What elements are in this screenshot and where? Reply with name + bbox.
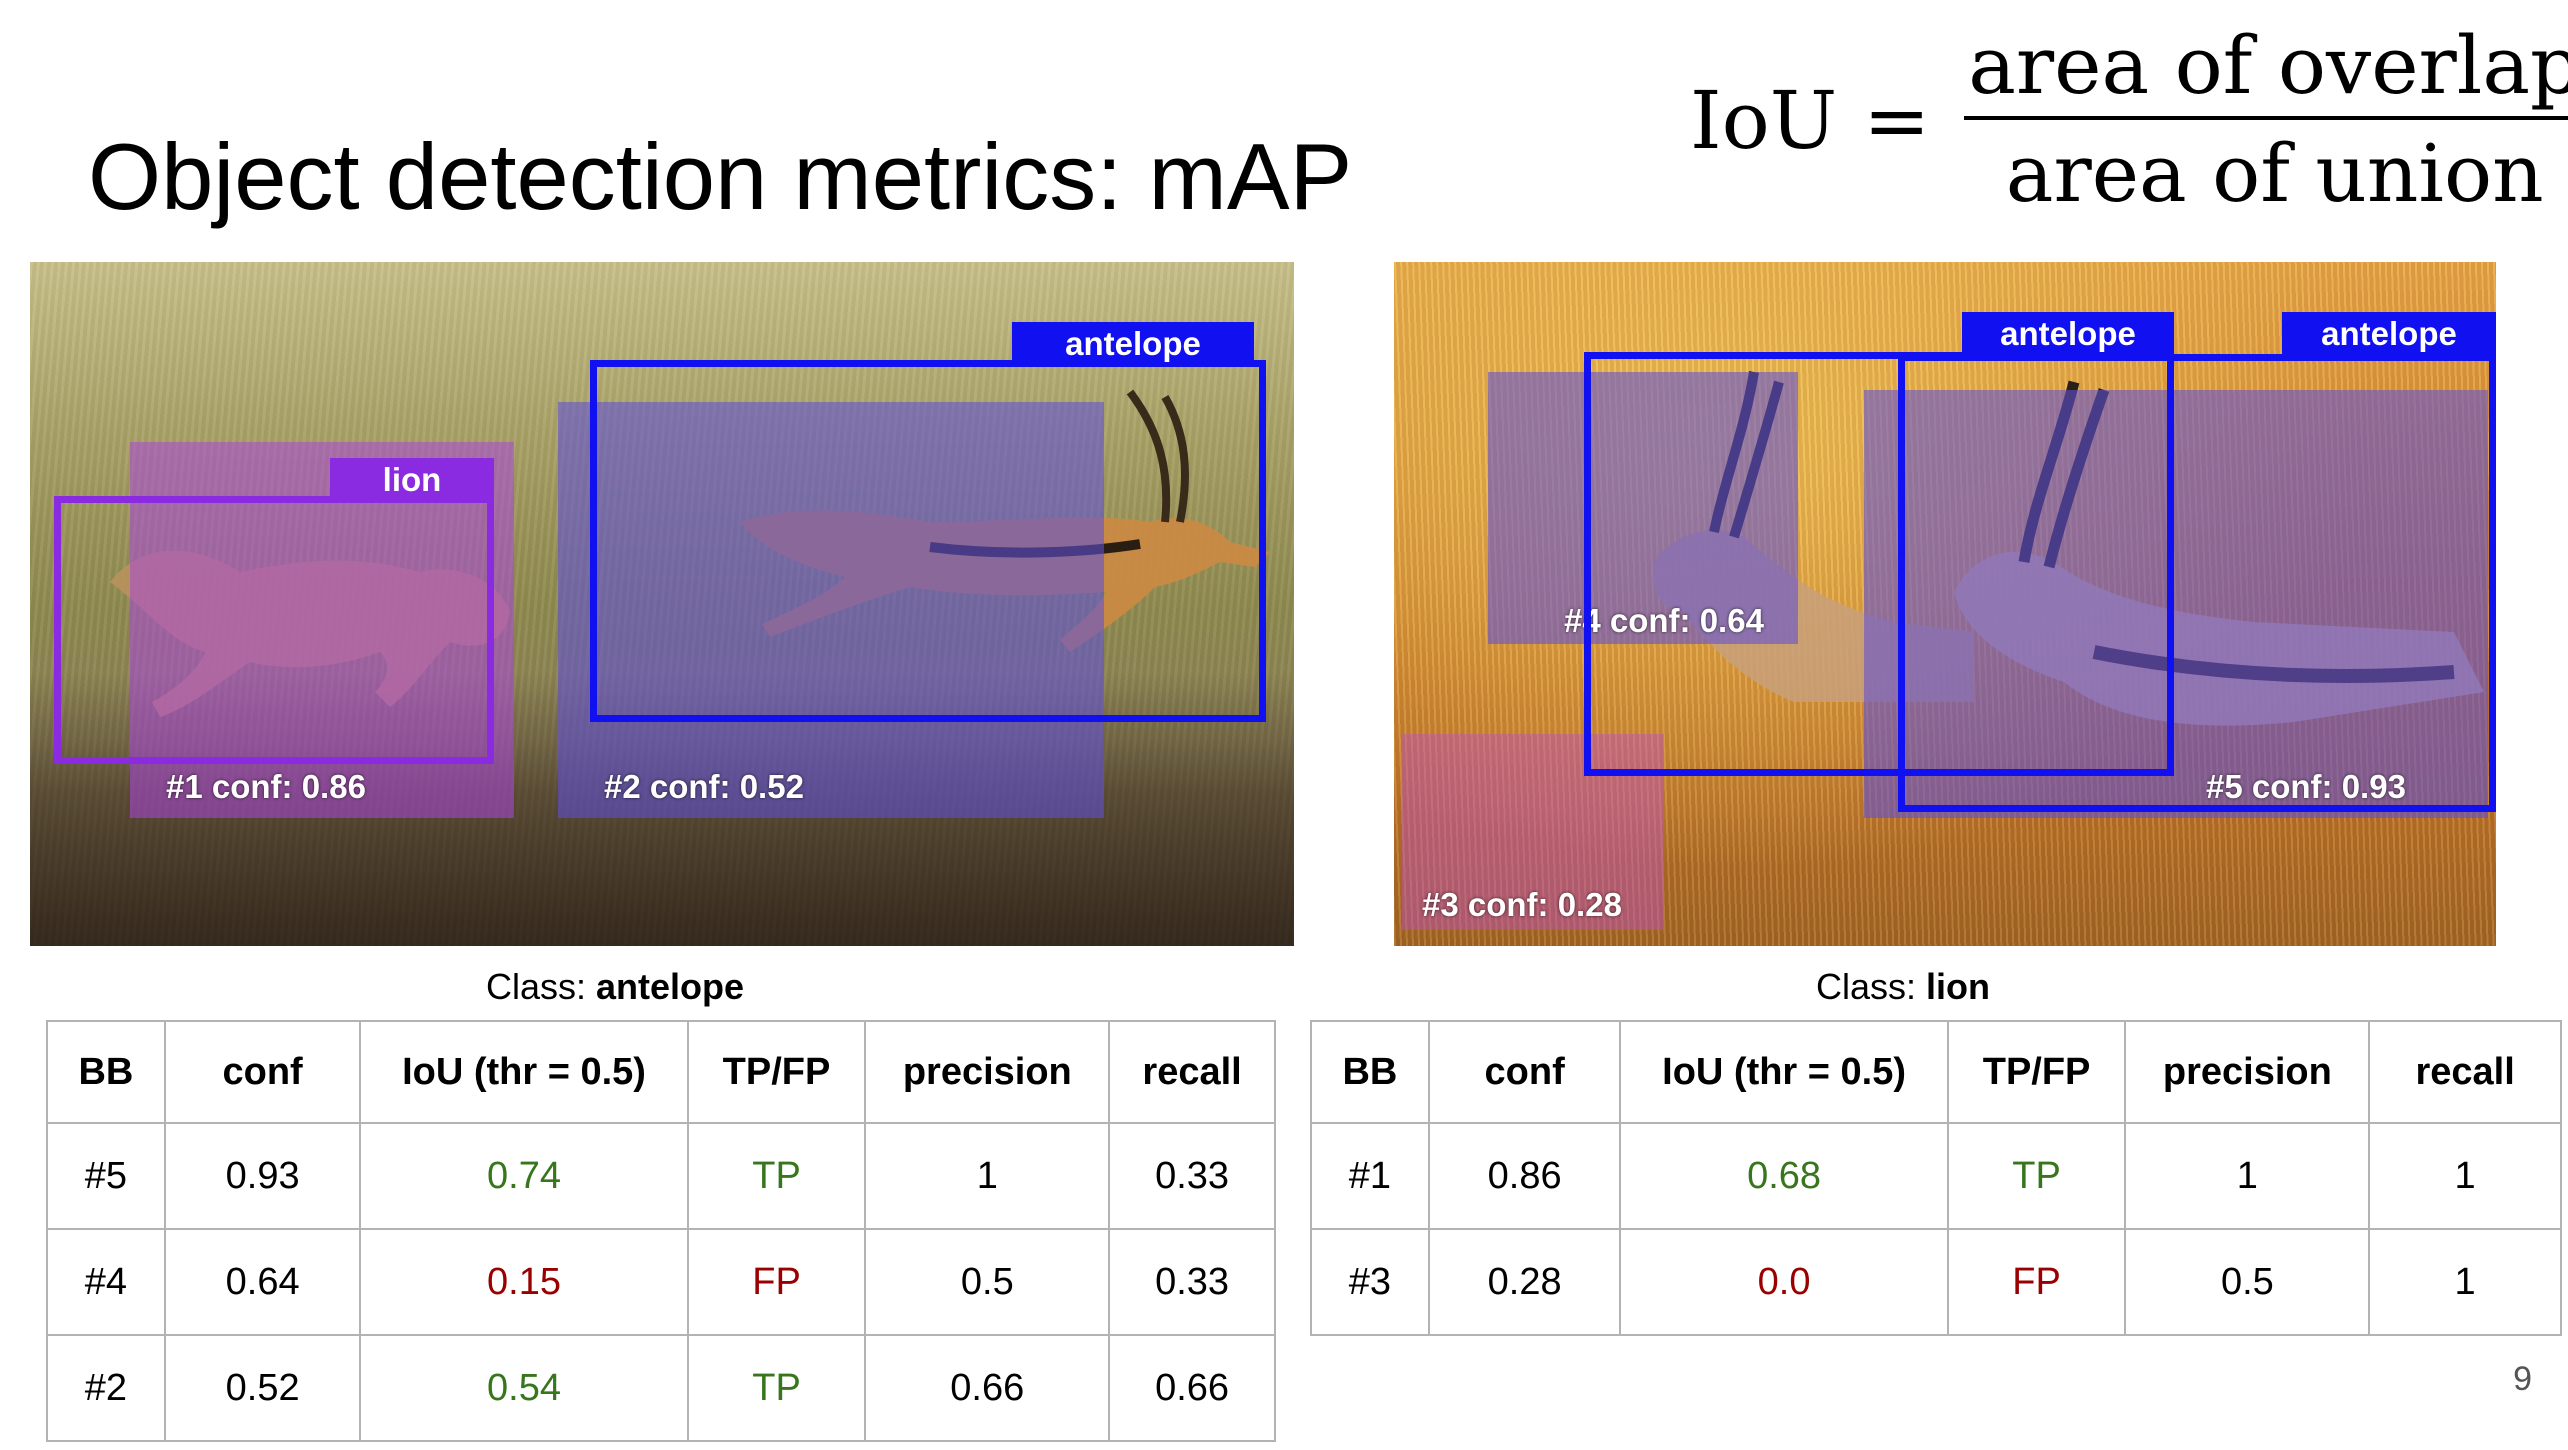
cell-tpfp: FP — [686, 1228, 867, 1336]
cell-precision: 0.5 — [864, 1228, 1111, 1336]
cell-precision: 0.5 — [2124, 1228, 2371, 1336]
cell-recall: 1 — [2368, 1228, 2562, 1336]
table-row: #4 0.64 0.15 FP 0.5 0.33 — [46, 1228, 1276, 1336]
formula-equals: = — [1863, 73, 1931, 167]
cell-precision: 1 — [864, 1122, 1111, 1230]
prediction-label-5: #5 conf: 0.93 — [2206, 768, 2406, 805]
caption-class: lion — [1926, 966, 1991, 1007]
caption-prefix: Class: — [486, 966, 597, 1007]
cell-precision: 1 — [2124, 1122, 2371, 1230]
ground-truth-tag-antelope-1: antelope — [1962, 312, 2174, 356]
header-conf: conf — [163, 1020, 362, 1124]
prediction-label-1: #1 conf: 0.86 — [166, 768, 366, 805]
cell-iou: 0.68 — [1619, 1122, 1949, 1230]
header-precision: precision — [2124, 1020, 2371, 1124]
prediction-label-4: #4 conf: 0.64 — [1564, 602, 1764, 639]
header-conf: conf — [1427, 1020, 1622, 1124]
cell-recall: 1 — [2368, 1122, 2562, 1230]
cell-tpfp: TP — [686, 1122, 867, 1230]
caption-prefix: Class: — [1816, 966, 1927, 1007]
caption-class: antelope — [596, 966, 745, 1007]
formula-numerator: area of overlap — [1964, 26, 2568, 120]
header-precision: precision — [864, 1020, 1111, 1124]
header-iou: IoU (thr = 0.5) — [359, 1020, 689, 1124]
formula-fraction: area of overlap area of union — [1964, 26, 2568, 214]
cell-bb: #1 — [1310, 1122, 1430, 1230]
ground-truth-box-antelope-2 — [1898, 354, 2496, 812]
table-row: #5 0.93 0.74 TP 1 0.33 — [46, 1122, 1276, 1230]
cell-conf: 0.64 — [163, 1228, 362, 1336]
header-tpfp: TP/FP — [686, 1020, 867, 1124]
iou-formula: IoU = area of overlap area of union — [1690, 20, 2568, 220]
cell-bb: #4 — [46, 1228, 166, 1336]
cell-bb: #3 — [1310, 1228, 1430, 1336]
ground-truth-tag-antelope: antelope — [1012, 322, 1254, 366]
cell-recall: 0.33 — [1108, 1228, 1276, 1336]
header-bb: BB — [46, 1020, 166, 1124]
table-header-row: BB conf IoU (thr = 0.5) TP/FP precision … — [46, 1020, 1276, 1124]
lion-antelope-photo: #1 conf: 0.86 #2 conf: 0.52 lion antelop… — [30, 262, 1294, 946]
prediction-box-4 — [1488, 372, 1798, 644]
table-caption-lion: Class: lion — [1816, 966, 1990, 1008]
page-number: 9 — [2513, 1360, 2532, 1398]
antelopes-photo: #4 conf: 0.64 #3 conf: 0.28 #5 conf: 0.9… — [1394, 262, 2496, 946]
cell-bb: #5 — [46, 1122, 166, 1230]
prediction-box-5 — [1864, 390, 2488, 818]
header-recall: recall — [1108, 1020, 1276, 1124]
cell-conf: 0.93 — [163, 1122, 362, 1230]
cell-tpfp: TP — [1946, 1122, 2127, 1230]
slide-title: Object detection metrics: mAP — [88, 124, 1353, 229]
table-row: #3 0.28 0.0 FP 0.5 1 — [1310, 1228, 2562, 1336]
prediction-box-3 — [1402, 734, 1664, 930]
cell-iou: 0.0 — [1619, 1228, 1949, 1336]
ground-truth-box-lion — [54, 496, 494, 764]
formula-denominator: area of union — [2005, 127, 2544, 220]
table-header-row: BB conf IoU (thr = 0.5) TP/FP precision … — [1310, 1020, 2562, 1124]
prediction-box-2 — [558, 402, 1104, 818]
cell-bb: #2 — [46, 1334, 166, 1442]
table-row: #1 0.86 0.68 TP 1 1 — [1310, 1122, 2562, 1230]
cell-recall: 0.33 — [1108, 1122, 1276, 1230]
cell-conf: 0.86 — [1427, 1122, 1622, 1230]
formula-lhs: IoU — [1690, 73, 1838, 167]
antelope-metrics-table: BB conf IoU (thr = 0.5) TP/FP precision … — [46, 1020, 1276, 1442]
table-row: #2 0.52 0.54 TP 0.66 0.66 — [46, 1334, 1276, 1442]
header-iou: IoU (thr = 0.5) — [1619, 1020, 1949, 1124]
table-caption-antelope: Class: antelope — [486, 966, 744, 1008]
prediction-label-2: #2 conf: 0.52 — [604, 768, 804, 805]
cell-conf: 0.52 — [163, 1334, 362, 1442]
ground-truth-box-antelope — [590, 360, 1266, 722]
cell-recall: 0.66 — [1108, 1334, 1276, 1442]
lion-metrics-table: BB conf IoU (thr = 0.5) TP/FP precision … — [1310, 1020, 2562, 1336]
cell-tpfp: FP — [1946, 1228, 2127, 1336]
cell-precision: 0.66 — [864, 1334, 1111, 1442]
ground-truth-tag-antelope-2: antelope — [2282, 312, 2496, 356]
cell-iou: 0.15 — [359, 1228, 689, 1336]
header-recall: recall — [2368, 1020, 2562, 1124]
prediction-label-3: #3 conf: 0.28 — [1422, 886, 1622, 923]
prediction-box-1 — [130, 442, 514, 818]
ground-truth-tag-lion: lion — [330, 458, 494, 502]
cell-conf: 0.28 — [1427, 1228, 1622, 1336]
cell-tpfp: TP — [686, 1334, 867, 1442]
ground-truth-box-antelope-1 — [1584, 352, 2174, 776]
header-bb: BB — [1310, 1020, 1430, 1124]
header-tpfp: TP/FP — [1946, 1020, 2127, 1124]
cell-iou: 0.74 — [359, 1122, 689, 1230]
cell-iou: 0.54 — [359, 1334, 689, 1442]
